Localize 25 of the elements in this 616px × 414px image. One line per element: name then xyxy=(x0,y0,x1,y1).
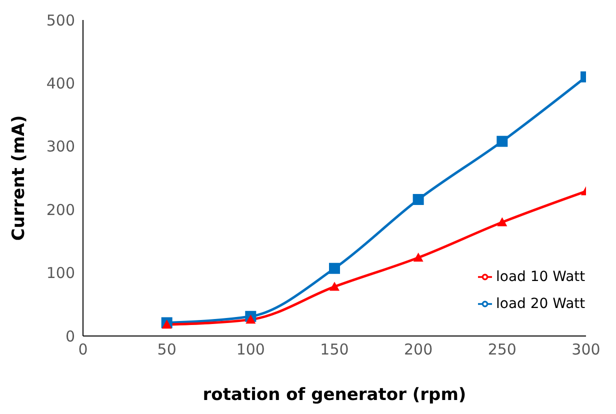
legend-label: load 10 Watt xyxy=(496,269,586,285)
x-tick-label: 0 xyxy=(78,340,88,359)
x-tick-label: 200 xyxy=(404,340,433,359)
y-tick-label: 500 xyxy=(46,11,75,30)
point xyxy=(329,262,340,274)
legend-label: load 20 Watt xyxy=(496,296,586,312)
y-tick-label: 400 xyxy=(46,74,75,93)
point xyxy=(496,136,508,147)
x-tick-label: 100 xyxy=(236,340,265,359)
y-tick-label: 100 xyxy=(46,264,75,282)
x-tick-label: 150 xyxy=(320,340,349,359)
point xyxy=(412,194,424,205)
y-tick-label: 300 xyxy=(46,138,75,156)
point xyxy=(413,252,424,262)
y-tick-label: 0 xyxy=(65,327,75,346)
point xyxy=(497,217,508,226)
y-tick-label: 200 xyxy=(46,200,75,219)
x-tick-label: 250 xyxy=(488,340,516,359)
x-tick-label: 50 xyxy=(157,340,176,359)
x-tick-label: 300 xyxy=(572,340,600,359)
x-axis-title: rotation of generator (rpm) xyxy=(202,385,466,406)
point xyxy=(330,282,340,291)
point xyxy=(162,320,172,329)
y-axis-title: Current (mA) xyxy=(9,115,30,241)
point xyxy=(246,314,256,324)
